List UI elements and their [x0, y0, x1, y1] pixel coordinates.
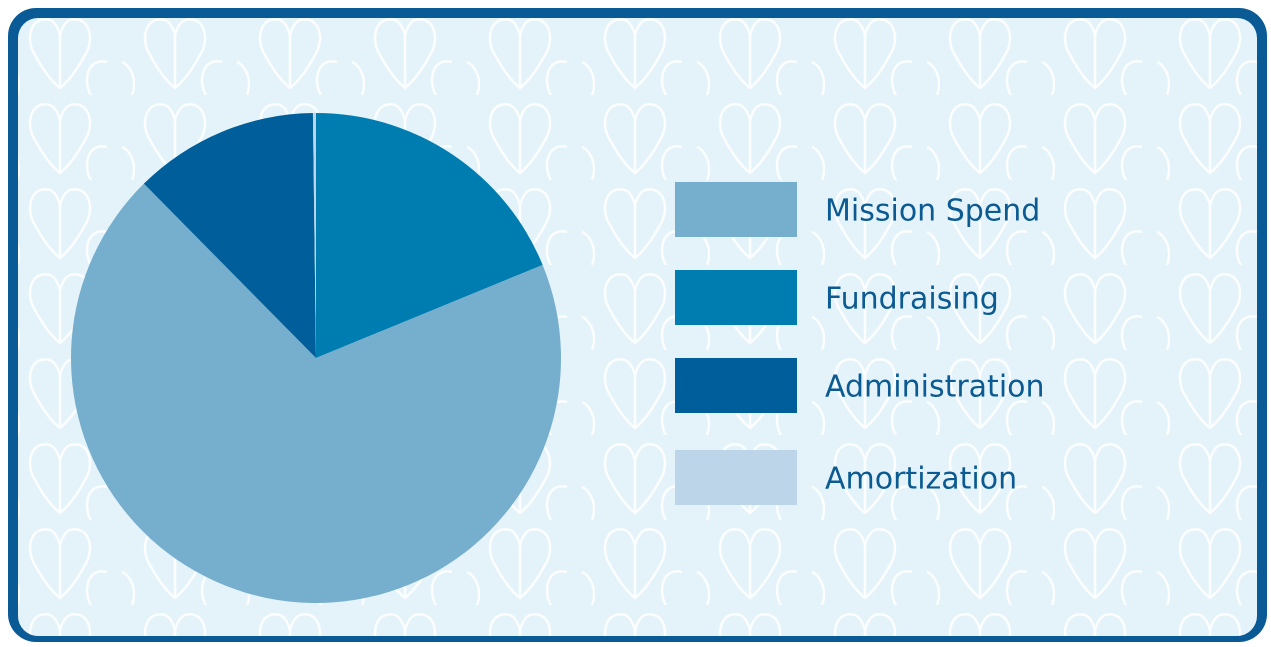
legend-label: Fundraising [825, 282, 999, 317]
legend-swatch [675, 450, 797, 505]
chart: Mission Spend Fundraising Administration Am… [0, 0, 1271, 647]
legend-swatch [675, 182, 797, 237]
legend-label: Amortization [825, 462, 1017, 497]
legend-swatch [675, 358, 797, 413]
pie [71, 113, 561, 603]
legend-swatch [675, 270, 797, 325]
legend-label: Mission Spend [825, 194, 1040, 229]
legend-label: Administration [825, 370, 1045, 405]
